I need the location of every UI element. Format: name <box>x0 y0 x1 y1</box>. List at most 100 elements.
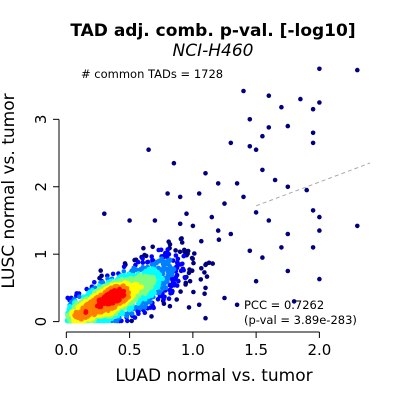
y-tick-label: 0 <box>32 317 50 327</box>
data-point <box>186 305 192 310</box>
data-point <box>191 260 196 266</box>
data-point <box>118 292 123 297</box>
x-tick-label: 0.0 <box>54 341 78 359</box>
chart-subtitle: NCI-H460 <box>173 41 254 61</box>
data-point <box>228 140 234 146</box>
y-tick-label: 1 <box>32 249 50 259</box>
data-point <box>165 191 170 196</box>
data-point <box>279 245 284 250</box>
data-point <box>135 259 141 265</box>
data-point <box>183 282 188 287</box>
data-point <box>260 133 265 139</box>
data-point <box>173 248 178 253</box>
data-point <box>92 280 97 285</box>
data-point <box>310 140 316 146</box>
data-point <box>266 125 272 130</box>
pval-annotation: (p-val = 3.89e-283) <box>244 313 357 327</box>
data-point <box>215 181 221 186</box>
data-point <box>179 240 185 245</box>
data-point <box>234 302 240 308</box>
data-point <box>253 278 259 284</box>
data-point <box>199 266 204 271</box>
data-point <box>209 214 215 220</box>
data-point <box>191 289 196 295</box>
data-point <box>310 130 316 136</box>
data-point <box>198 277 204 282</box>
data-point <box>121 269 127 274</box>
data-point <box>121 264 127 270</box>
data-point <box>196 302 202 308</box>
data-point <box>129 318 134 324</box>
y-tick-label: 3 <box>32 115 50 125</box>
data-point <box>310 208 316 213</box>
data-point <box>266 218 272 223</box>
y-axis-label: LUSC normal vs. tumor <box>0 93 19 288</box>
data-point <box>241 88 246 94</box>
data-point <box>100 279 106 285</box>
data-point <box>216 237 222 242</box>
data-point <box>317 214 322 220</box>
data-point <box>253 210 259 215</box>
data-point <box>247 117 253 122</box>
data-point <box>166 270 171 276</box>
x-tick-label: 1.5 <box>244 341 268 359</box>
data-point <box>166 296 172 302</box>
data-point <box>178 268 184 274</box>
data-point <box>260 255 265 260</box>
data-point <box>192 251 197 256</box>
data-point <box>310 106 316 112</box>
data-point <box>285 231 291 237</box>
data-point <box>285 268 291 274</box>
data-point <box>317 66 322 72</box>
data-point <box>285 123 291 129</box>
data-point <box>140 256 145 261</box>
pcc-annotation: PCC = 0.7262 <box>244 298 324 312</box>
data-point <box>317 276 322 282</box>
data-point <box>177 249 183 255</box>
data-point <box>253 147 259 152</box>
data-point <box>149 254 154 259</box>
data-point <box>108 296 113 302</box>
data-point <box>125 318 130 324</box>
data-point <box>186 270 192 276</box>
data-point <box>222 295 227 301</box>
data-point <box>182 249 187 255</box>
data-point <box>203 262 208 268</box>
data-point <box>187 278 193 284</box>
data-point <box>178 289 183 294</box>
data-point <box>152 218 158 223</box>
data-point <box>99 297 105 303</box>
data-point <box>266 93 272 98</box>
points-layer <box>64 66 360 324</box>
data-point <box>141 245 146 251</box>
data-point <box>317 228 322 233</box>
data-point <box>182 275 188 280</box>
data-point <box>203 285 208 291</box>
data-point <box>175 256 181 262</box>
common-tads-annotation: # common TADs = 1728 <box>81 67 223 81</box>
data-point <box>279 104 284 110</box>
data-point <box>196 191 202 196</box>
data-point <box>298 96 303 102</box>
data-point <box>199 238 204 244</box>
data-point <box>127 218 132 223</box>
data-point <box>84 286 89 292</box>
data-point <box>202 291 207 297</box>
data-point <box>285 184 291 190</box>
data-point <box>149 314 154 319</box>
data-point <box>204 274 210 279</box>
data-point <box>169 276 175 281</box>
data-point <box>154 260 159 266</box>
data-point <box>247 248 253 254</box>
data-point <box>158 267 163 272</box>
data-point <box>291 299 297 304</box>
data-point <box>184 211 189 216</box>
data-point <box>210 261 215 266</box>
data-point <box>228 231 234 237</box>
x-axis-label: LUAD normal vs. tumor <box>115 366 312 386</box>
data-point <box>174 297 179 302</box>
data-point <box>203 171 208 176</box>
data-point <box>165 247 170 252</box>
data-point <box>190 223 196 229</box>
